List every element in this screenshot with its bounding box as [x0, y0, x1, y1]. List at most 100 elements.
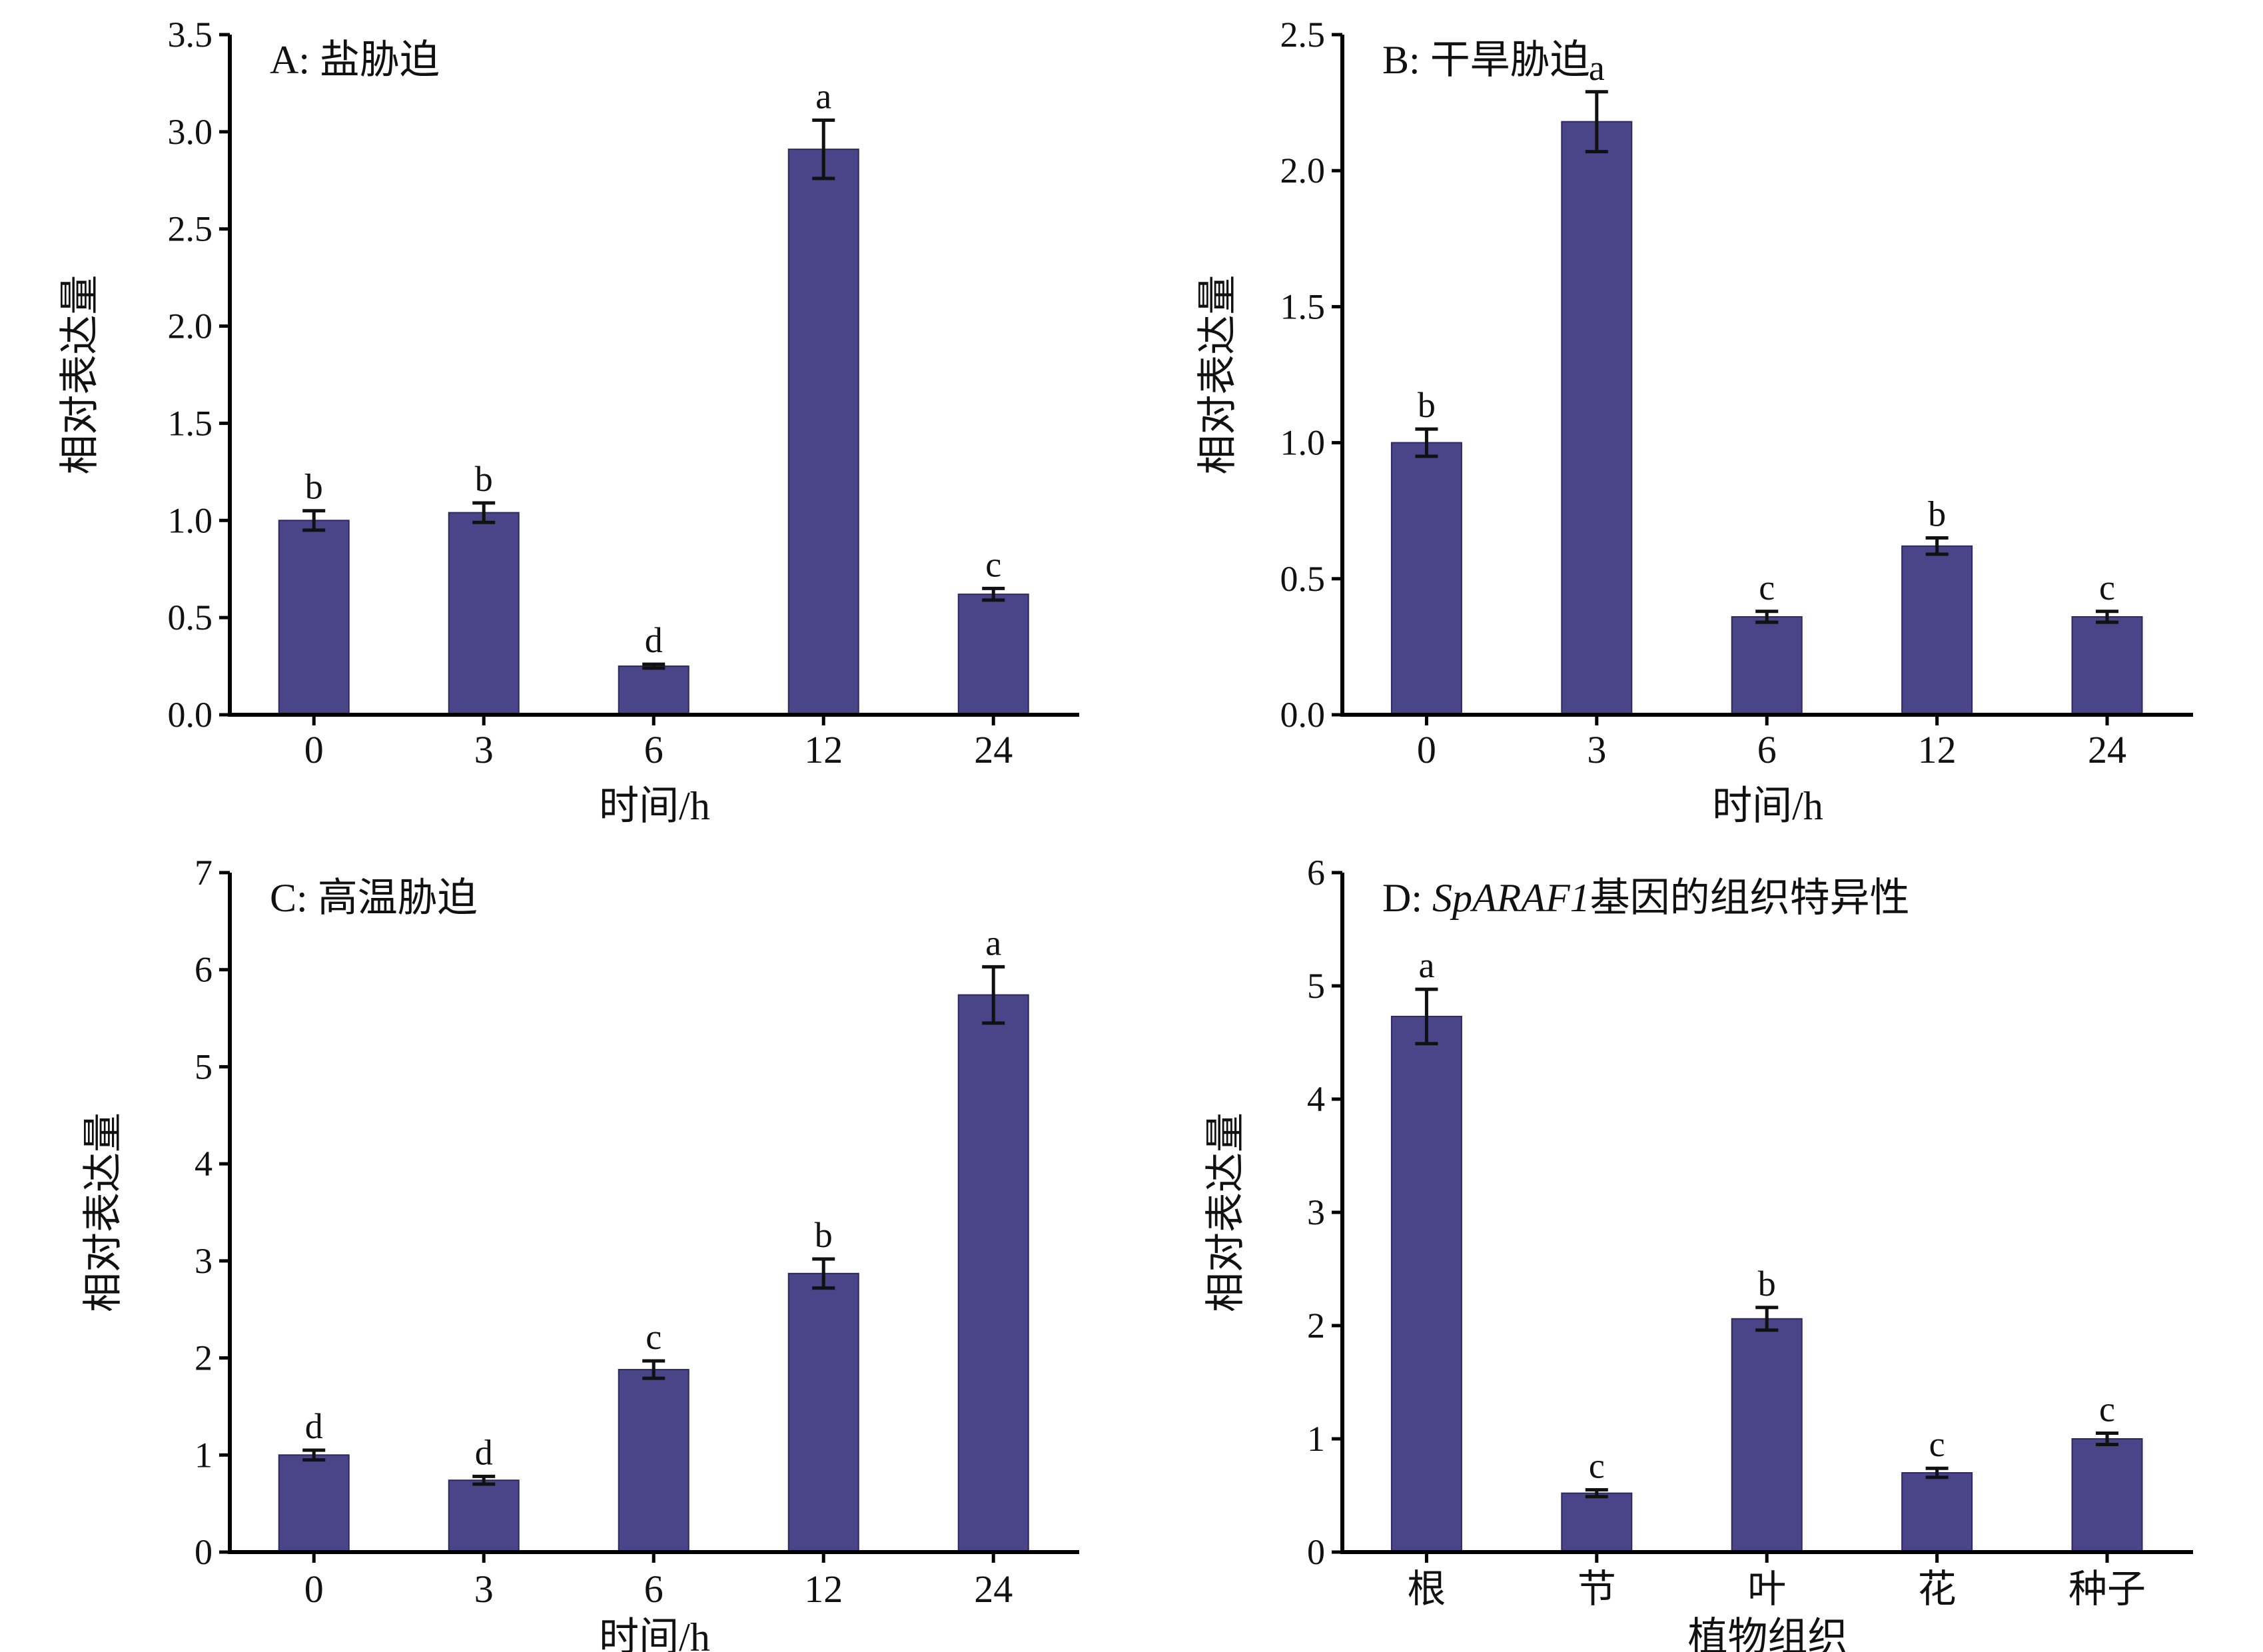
bar: [2071, 616, 2143, 716]
y-tick-label: 0.5: [168, 598, 213, 637]
bar: [1901, 1472, 1973, 1553]
error-bar: [472, 1474, 496, 1486]
bar: [957, 594, 1029, 715]
category-label: 花: [1918, 1567, 1957, 1611]
bar: [1390, 442, 1462, 715]
category-label: 节: [1578, 1567, 1616, 1611]
error-bar: [982, 586, 1005, 602]
significance-label: d: [475, 1432, 493, 1472]
y-axis-title: 相对表达量: [81, 1112, 125, 1312]
y-tick-label: 2.0: [168, 306, 213, 346]
y-axis-title: 相对表达量: [1204, 1112, 1248, 1312]
y-axis-title: 相对表达量: [1196, 275, 1240, 475]
error-bar: [1585, 1488, 1608, 1499]
axes: [1340, 35, 2193, 717]
significance-label: a: [815, 76, 831, 116]
category-label: 12: [1918, 728, 1957, 771]
error-bar: [1415, 427, 1438, 458]
y-tick-label: 0.0: [168, 695, 213, 735]
y-tick-label: 5: [1307, 966, 1325, 1006]
error-bar: [472, 501, 496, 524]
significance-label: b: [1928, 494, 1946, 534]
error-bar: [302, 1448, 326, 1462]
significance-label: c: [2099, 1390, 2115, 1430]
error-bar: [2096, 610, 2119, 624]
category-label: 叶: [1747, 1567, 1786, 1611]
category-label: 种子: [2068, 1567, 2146, 1611]
error-bar: [1415, 987, 1438, 1046]
x-axis-title: 时间/h: [599, 1615, 710, 1652]
significance-label: c: [985, 544, 1001, 584]
y-tick-label: 6: [1307, 853, 1325, 893]
bar: [448, 512, 520, 715]
chart-panel-d: 0 1 2 3 4 5 6 a 根 c 节 b 叶 c 花 c 种子 D: SpARAF1基因的组织特异性植物组织…: [1204, 853, 2193, 1652]
category-label: 0: [304, 728, 324, 771]
significance-label: d: [645, 620, 663, 660]
y-tick-label: 0: [195, 1532, 213, 1572]
bar: [278, 520, 350, 715]
category-label: 12: [804, 1567, 843, 1611]
y-tick-label: 2.5: [1280, 15, 1326, 55]
y-tick-label: 3: [195, 1241, 213, 1281]
error-bar: [642, 662, 666, 670]
y-axis-title: 相对表达量: [58, 275, 102, 475]
category-label: 6: [644, 1567, 664, 1611]
y-tick-label: 1.5: [1280, 286, 1326, 326]
error-bar: [812, 118, 835, 181]
significance-label: c: [646, 1317, 662, 1357]
y-tick-label: 7: [195, 853, 213, 893]
panel-title: D: SpARAF1基因的组织特异性: [1382, 876, 1910, 920]
bar: [1901, 545, 1973, 715]
significance-label: a: [1589, 48, 1605, 88]
category-label: 根: [1407, 1567, 1446, 1611]
bar: [618, 665, 689, 715]
axes: [228, 35, 1079, 717]
y-tick-label: 3.5: [168, 15, 213, 55]
error-bar: [1755, 1306, 1779, 1332]
category-label: 12: [804, 728, 843, 771]
y-tick-label: 4: [1307, 1079, 1325, 1119]
significance-label: b: [475, 459, 493, 499]
panel-title: B: 干旱胁迫: [1382, 38, 1590, 82]
bar: [618, 1369, 689, 1553]
category-label: 6: [1757, 728, 1777, 771]
axes: [228, 873, 1079, 1554]
y-tick-label: 2: [195, 1338, 213, 1378]
y-tick-label: 1.5: [168, 403, 213, 443]
error-bar: [1925, 536, 1949, 556]
y-tick-label: 1.0: [168, 500, 213, 540]
significance-label: d: [305, 1406, 323, 1446]
y-tick-label: 0.0: [1280, 695, 1326, 735]
chart-panel-b: 0.0 0.5 1.0 1.5 2.0 2.5 b 0 a 3 c 6 b 12 c 24 B: 干旱胁迫时间/…: [1196, 15, 2193, 828]
bar: [1731, 1318, 1803, 1553]
y-tick-label: 1: [1307, 1419, 1325, 1459]
significance-label: a: [985, 923, 1001, 963]
category-label: 3: [1587, 728, 1606, 771]
error-bar: [812, 1257, 835, 1290]
bar: [1731, 616, 1803, 716]
significance-label: b: [815, 1215, 833, 1255]
error-bar: [642, 1359, 666, 1380]
category-label: 24: [974, 728, 1013, 771]
x-axis-title: 时间/h: [1712, 784, 1823, 828]
bar: [787, 149, 859, 715]
significance-label: a: [1418, 945, 1434, 985]
panel-title: C: 高温胁迫: [270, 876, 478, 920]
y-tick-label: 1: [195, 1435, 213, 1475]
error-bar: [1585, 90, 1608, 154]
x-axis-title: 植物组织: [1688, 1615, 1848, 1652]
y-tick-label: 3: [1307, 1192, 1325, 1232]
y-tick-label: 1.0: [1280, 423, 1326, 463]
bar: [448, 1479, 520, 1553]
y-tick-label: 0: [1307, 1532, 1325, 1572]
chart-panel-a: 0.0 0.5 1.0 1.5 2.0 2.5 3.0 3.5 b 0 b 3 d 6 a 12 c 24 A: 盐…: [58, 15, 1079, 828]
category-label: 6: [644, 728, 664, 771]
bar: [1390, 1015, 1462, 1553]
bar: [1561, 1492, 1633, 1553]
y-tick-label: 0.5: [1280, 559, 1326, 599]
category-label: 3: [474, 728, 494, 771]
significance-label: c: [1759, 568, 1775, 608]
y-tick-label: 6: [195, 950, 213, 990]
